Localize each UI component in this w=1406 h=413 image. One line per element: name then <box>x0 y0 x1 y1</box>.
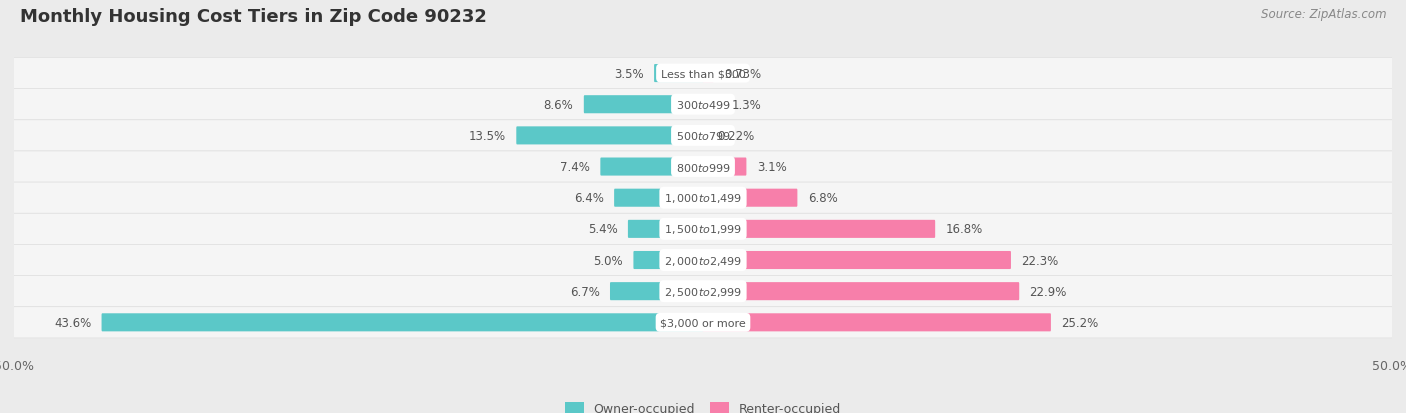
Text: 6.8%: 6.8% <box>807 192 838 205</box>
Text: 0.73%: 0.73% <box>724 67 761 81</box>
Text: 0.22%: 0.22% <box>717 130 754 142</box>
Text: Monthly Housing Cost Tiers in Zip Code 90232: Monthly Housing Cost Tiers in Zip Code 9… <box>20 8 486 26</box>
FancyBboxPatch shape <box>13 214 1393 245</box>
FancyBboxPatch shape <box>703 127 707 145</box>
Text: 6.4%: 6.4% <box>574 192 603 205</box>
Text: Less than $300: Less than $300 <box>661 69 745 79</box>
FancyBboxPatch shape <box>13 245 1393 276</box>
FancyBboxPatch shape <box>703 220 935 238</box>
Text: $2,000 to $2,499: $2,000 to $2,499 <box>664 254 742 267</box>
Text: 7.4%: 7.4% <box>560 161 591 173</box>
FancyBboxPatch shape <box>610 282 703 301</box>
Text: 43.6%: 43.6% <box>53 316 91 329</box>
FancyBboxPatch shape <box>703 252 1011 269</box>
Text: 6.7%: 6.7% <box>569 285 599 298</box>
Text: $1,000 to $1,499: $1,000 to $1,499 <box>664 192 742 205</box>
Text: 16.8%: 16.8% <box>945 223 983 236</box>
FancyBboxPatch shape <box>614 189 703 207</box>
FancyBboxPatch shape <box>703 189 797 207</box>
FancyBboxPatch shape <box>13 90 1393 121</box>
FancyBboxPatch shape <box>600 158 703 176</box>
FancyBboxPatch shape <box>628 220 703 238</box>
Legend: Owner-occupied, Renter-occupied: Owner-occupied, Renter-occupied <box>565 402 841 413</box>
FancyBboxPatch shape <box>634 252 703 269</box>
FancyBboxPatch shape <box>583 96 703 114</box>
Text: 5.4%: 5.4% <box>588 223 617 236</box>
Text: $3,000 or more: $3,000 or more <box>661 318 745 328</box>
Text: $300 to $499: $300 to $499 <box>675 99 731 111</box>
FancyBboxPatch shape <box>13 276 1393 307</box>
FancyBboxPatch shape <box>13 58 1393 90</box>
FancyBboxPatch shape <box>703 65 714 83</box>
Text: 3.1%: 3.1% <box>756 161 786 173</box>
Text: 13.5%: 13.5% <box>468 130 506 142</box>
FancyBboxPatch shape <box>516 127 703 145</box>
Text: Source: ZipAtlas.com: Source: ZipAtlas.com <box>1261 8 1386 21</box>
Text: $1,500 to $1,999: $1,500 to $1,999 <box>664 223 742 236</box>
Text: 22.3%: 22.3% <box>1021 254 1059 267</box>
FancyBboxPatch shape <box>13 307 1393 338</box>
Text: 5.0%: 5.0% <box>593 254 623 267</box>
Text: $500 to $799: $500 to $799 <box>675 130 731 142</box>
Text: 25.2%: 25.2% <box>1062 316 1098 329</box>
FancyBboxPatch shape <box>703 282 1019 301</box>
FancyBboxPatch shape <box>654 65 703 83</box>
FancyBboxPatch shape <box>13 183 1393 214</box>
Text: $800 to $999: $800 to $999 <box>675 161 731 173</box>
FancyBboxPatch shape <box>703 158 747 176</box>
Text: 1.3%: 1.3% <box>733 98 762 112</box>
FancyBboxPatch shape <box>13 152 1393 183</box>
FancyBboxPatch shape <box>703 96 721 114</box>
FancyBboxPatch shape <box>13 121 1393 152</box>
Text: $2,500 to $2,999: $2,500 to $2,999 <box>664 285 742 298</box>
Text: 3.5%: 3.5% <box>614 67 644 81</box>
Text: 22.9%: 22.9% <box>1029 285 1067 298</box>
FancyBboxPatch shape <box>101 313 703 332</box>
Text: 8.6%: 8.6% <box>544 98 574 112</box>
FancyBboxPatch shape <box>703 313 1050 332</box>
